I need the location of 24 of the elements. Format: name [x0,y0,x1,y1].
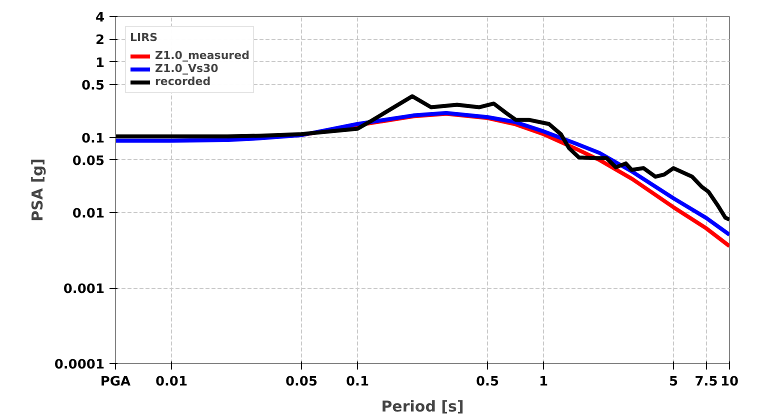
x-tick-label: 7.5 [694,374,718,390]
x-tick-label: 5 [668,374,678,390]
x-tick-label: 0.5 [476,374,500,390]
y-tick-label: 4 [95,10,104,26]
legend-title: LIRS [130,31,158,44]
x-axis-title: Period [s] [381,398,464,416]
legend-label: Z1.0_measured [155,49,250,62]
x-tick-label: 10 [720,374,739,390]
y-axis-title: PSA [g] [28,158,46,222]
y-tick-label: 0.5 [81,78,104,94]
y-tick-label: 0.1 [81,131,104,146]
x-tick-label: 0.01 [155,374,188,390]
x-tick-label: PGA [100,374,131,390]
y-tick-label: 0.01 [72,206,105,222]
x-tick-label: 0.1 [346,374,370,390]
legend-label: recorded [155,75,211,88]
legend-label: Z1.0_Vs30 [155,62,218,75]
y-tick-label: 0.0001 [54,358,105,372]
y-tick-label: 1 [95,56,104,71]
x-tick-label: 0.05 [285,374,318,390]
y-tick-label: 2 [95,33,104,48]
x-tick-label: 1 [538,374,548,390]
y-tick-label: 0.001 [63,282,105,298]
y-tick-label: 0.05 [72,154,105,169]
